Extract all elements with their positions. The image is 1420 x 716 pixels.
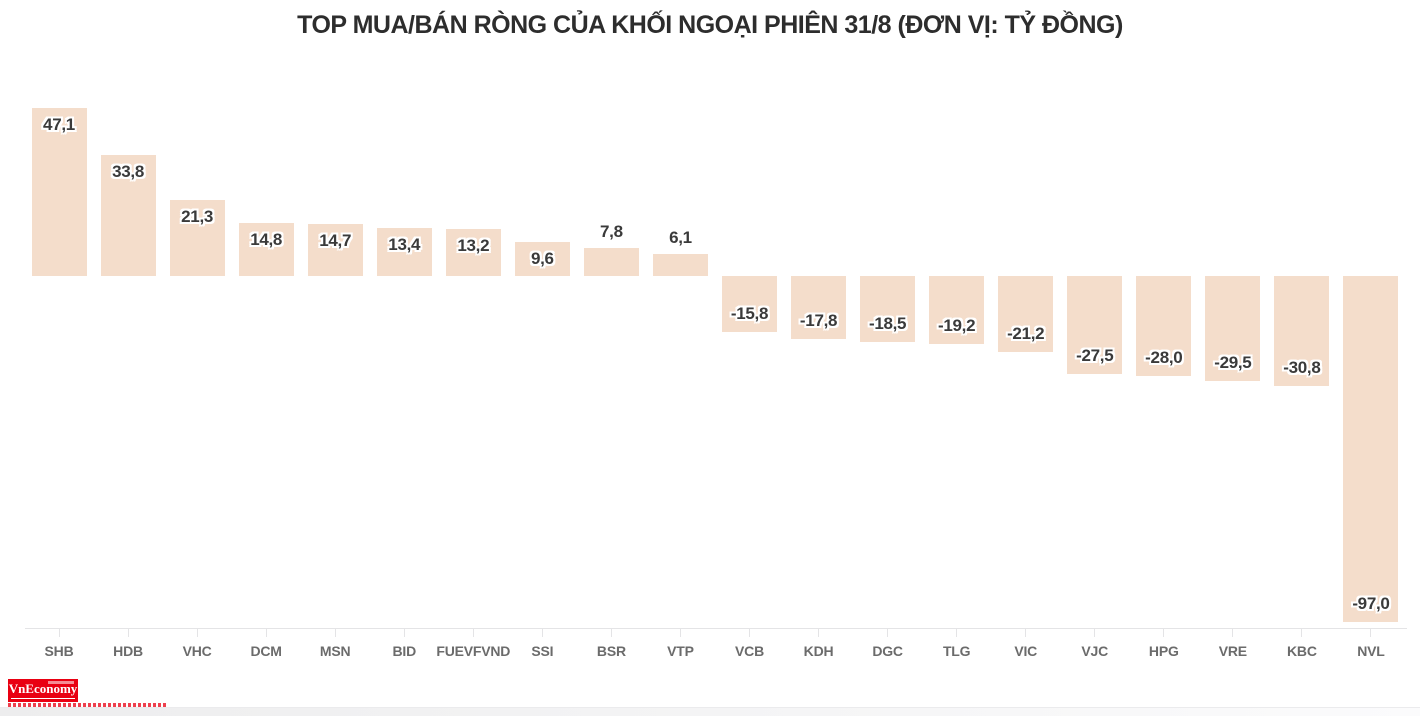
x-axis-label-vhc: VHC bbox=[182, 643, 212, 659]
bar-value-label: -27,5 bbox=[1076, 346, 1114, 366]
bar-msn bbox=[307, 223, 363, 276]
bar-value-label: -21,2 bbox=[1007, 323, 1045, 343]
vneconomy-logo-box: VnEconomy bbox=[8, 679, 78, 702]
x-axis-label-kdh: KDH bbox=[803, 643, 834, 659]
axis-tick bbox=[127, 629, 129, 637]
axis-tick bbox=[818, 629, 820, 637]
bar-tlg bbox=[929, 276, 985, 345]
bar-value-label: 13,2 bbox=[457, 235, 490, 255]
bar-kbc bbox=[1274, 276, 1330, 386]
bar-value-label: 21,3 bbox=[181, 207, 214, 227]
bar-value-label: -15,8 bbox=[730, 304, 769, 324]
x-axis-label-vjc: VJC bbox=[1081, 643, 1109, 659]
bar-value-label: 33,8 bbox=[112, 162, 144, 182]
axis-tick bbox=[472, 629, 474, 637]
x-axis-label-bid: BID bbox=[392, 643, 416, 659]
bar-value-label: 13,4 bbox=[388, 235, 421, 255]
bar-shb bbox=[31, 107, 87, 276]
axis-tick bbox=[541, 629, 543, 637]
bar-value-label: 14,8 bbox=[250, 230, 283, 250]
bar-ssi bbox=[514, 241, 570, 276]
logo-underline bbox=[11, 698, 75, 699]
x-axis-label-msn: MSN bbox=[319, 643, 351, 659]
x-axis-line bbox=[25, 628, 1407, 629]
x-axis-label-vcb: VCB bbox=[735, 643, 764, 659]
bar-vcb bbox=[722, 276, 777, 333]
x-axis-label-bsr: BSR bbox=[596, 643, 626, 659]
logo-bottom-tagline bbox=[8, 703, 168, 707]
axis-tick bbox=[196, 629, 198, 637]
bottom-page-band bbox=[0, 707, 1420, 716]
x-axis-label-vtp: VTP bbox=[667, 643, 694, 659]
bar-value-label: -29,5 bbox=[1214, 353, 1252, 373]
bar-vre bbox=[1205, 276, 1261, 382]
bar-value-label: 9,6 bbox=[530, 248, 554, 268]
axis-tick bbox=[265, 629, 267, 637]
x-axis-label-dgc: DGC bbox=[872, 643, 903, 659]
vneconomy-logo-text: VnEconomy bbox=[8, 681, 78, 696]
bar-dcm bbox=[238, 223, 294, 276]
bar-hpg bbox=[1136, 276, 1192, 376]
vneconomy-logo: VnEconomy bbox=[8, 679, 178, 709]
x-axis-label-dcm: DCM bbox=[250, 643, 282, 659]
axis-tick bbox=[610, 629, 612, 637]
axis-tick bbox=[403, 629, 405, 637]
bar-value-label: -17,8 bbox=[799, 311, 838, 331]
bar-value-label: -97,0 bbox=[1352, 593, 1390, 613]
axis-tick bbox=[1025, 629, 1027, 637]
bar-value-label: -28,0 bbox=[1145, 347, 1183, 367]
x-axis-label-vre: VRE bbox=[1218, 643, 1247, 659]
x-axis-label-fuevfvnd: FUEVFVND bbox=[436, 643, 511, 659]
logo-top-tagline bbox=[48, 681, 74, 684]
bar-value-label: -18,5 bbox=[868, 313, 907, 333]
axis-tick bbox=[1163, 629, 1165, 637]
bar-vhc bbox=[169, 200, 225, 276]
bar-value-label: -19,2 bbox=[938, 316, 976, 336]
x-axis-label-kbc: KBC bbox=[1287, 643, 1317, 659]
x-axis-label-hpg: HPG bbox=[1148, 643, 1179, 659]
x-axis-label-vic: VIC bbox=[1014, 643, 1038, 659]
bar-vjc bbox=[1067, 276, 1123, 375]
bar-dgc bbox=[860, 276, 916, 342]
bar-kdh bbox=[791, 276, 847, 340]
chart-title: TOP MUA/BÁN RÒNG CỦA KHỐI NGOẠI PHIÊN 31… bbox=[297, 11, 1123, 39]
bar-fuevfvnd bbox=[445, 228, 501, 276]
axis-tick bbox=[334, 629, 336, 637]
bar-bsr bbox=[583, 248, 639, 276]
bar-value-label: 6,1 bbox=[669, 228, 692, 248]
bar-bid bbox=[376, 228, 432, 276]
bar-vic bbox=[998, 276, 1054, 352]
axis-tick bbox=[1301, 629, 1303, 637]
x-axis-label-nvl: NVL bbox=[1357, 643, 1385, 659]
bar-hdb bbox=[100, 155, 156, 276]
x-axis-label-hdb: HDB bbox=[113, 643, 143, 659]
bar-vtp bbox=[652, 254, 708, 276]
axis-tick bbox=[1094, 629, 1096, 637]
axis-tick bbox=[1370, 629, 1372, 637]
x-axis-label-ssi: SSI bbox=[531, 643, 554, 659]
bar-value-label: 7,8 bbox=[600, 222, 623, 242]
axis-tick bbox=[887, 629, 889, 637]
x-axis-label-tlg: TLG bbox=[942, 643, 971, 659]
axis-tick bbox=[679, 629, 681, 637]
axis-tick bbox=[58, 629, 60, 637]
bar-nvl bbox=[1343, 276, 1399, 622]
axis-tick bbox=[1232, 629, 1234, 637]
x-axis-label-shb: SHB bbox=[44, 643, 74, 659]
axis-tick bbox=[749, 629, 750, 637]
bar-value-label: -30,8 bbox=[1283, 357, 1321, 377]
bar-value-label: 47,1 bbox=[43, 114, 75, 134]
axis-tick bbox=[956, 629, 958, 637]
bar-value-label: 14,7 bbox=[319, 230, 352, 250]
